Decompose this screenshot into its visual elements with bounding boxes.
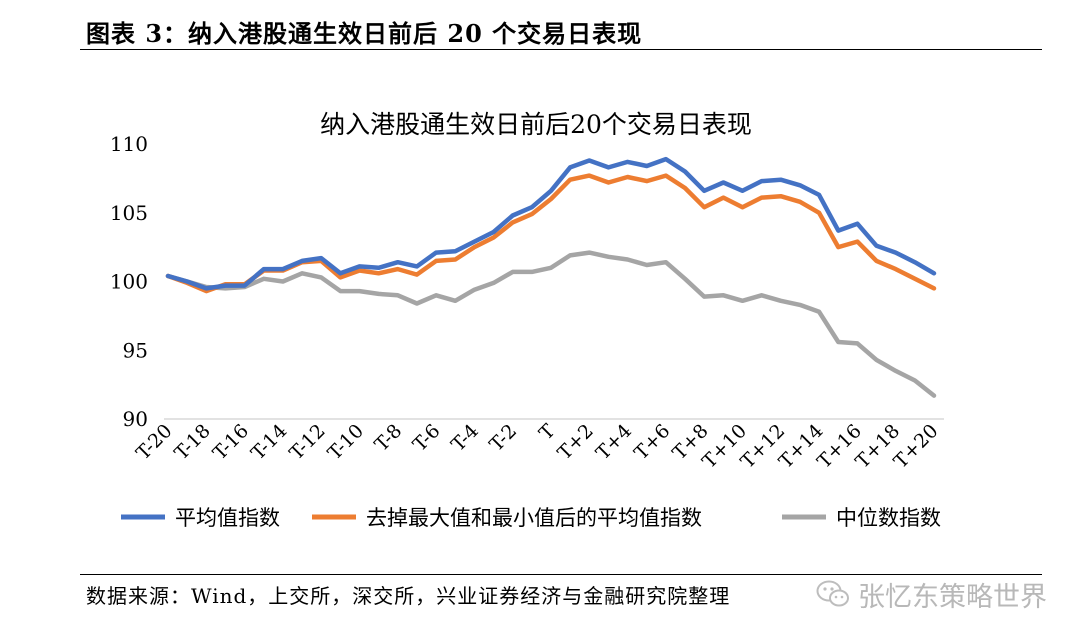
y-tick-label: 110 [110, 132, 148, 156]
top-rule [80, 49, 1042, 50]
y-axis: 90 95 100 105 110 [110, 132, 148, 431]
x-tick-label: T-14 [247, 420, 291, 464]
y-tick-label: 90 [123, 407, 148, 431]
x-tick-label: T-6 [409, 420, 445, 456]
watermark-text: 张忆东策略世界 [858, 581, 1047, 613]
watermark: 张忆东策略世界 [816, 574, 1047, 614]
x-tick-label: T-12 [285, 420, 329, 464]
legend-label: 中位数指数 [836, 506, 941, 530]
x-tick-label: T-8 [370, 420, 406, 456]
x-tick-label: T+6 [630, 420, 674, 464]
x-tick-label: T [535, 420, 560, 445]
wechat-icon [816, 580, 849, 607]
x-tick-label: T+2 [554, 420, 598, 464]
source-note: 数据来源：Wind，上交所，深交所，兴业证券经济与金融研究院整理 [86, 584, 731, 608]
x-axis: T-20T-18T-16T-14T-12T-10 T-8 T-6 T-4 T-2 TT+2… [132, 420, 942, 473]
x-tick-label: T-10 [324, 420, 368, 464]
x-tick-label: T-18 [170, 420, 214, 464]
figure-title: 图表 3：纳入港股通生效日前后 20 个交易日表现 [86, 19, 643, 48]
legend-label: 平均值指数 [175, 506, 280, 530]
y-tick-label: 105 [110, 201, 148, 225]
x-tick-label: T+4 [592, 420, 636, 464]
y-tick-label: 95 [123, 338, 148, 362]
legend-label: 去掉最大值和最小值后的平均值指数 [366, 506, 702, 530]
x-tick-label: T-4 [447, 420, 483, 456]
x-tick-label: T+20 [890, 420, 943, 473]
x-tick-label: T-16 [209, 420, 253, 464]
legend: 平均值指数 去掉最大值和最小值后的平均值指数 中位数指数 [121, 506, 941, 530]
y-tick-label: 100 [110, 270, 148, 294]
bottom-rule [80, 574, 1042, 575]
series-line-1 [165, 156, 937, 291]
series-line-3 [165, 250, 937, 398]
x-tick-label: T-2 [485, 420, 521, 456]
chart-title: 纳入港股通生效日前后20个交易日表现 [320, 110, 752, 139]
series-group [165, 156, 937, 398]
